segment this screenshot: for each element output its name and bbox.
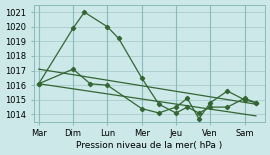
X-axis label: Pression niveau de la mer( hPa ): Pression niveau de la mer( hPa ) <box>76 141 222 150</box>
